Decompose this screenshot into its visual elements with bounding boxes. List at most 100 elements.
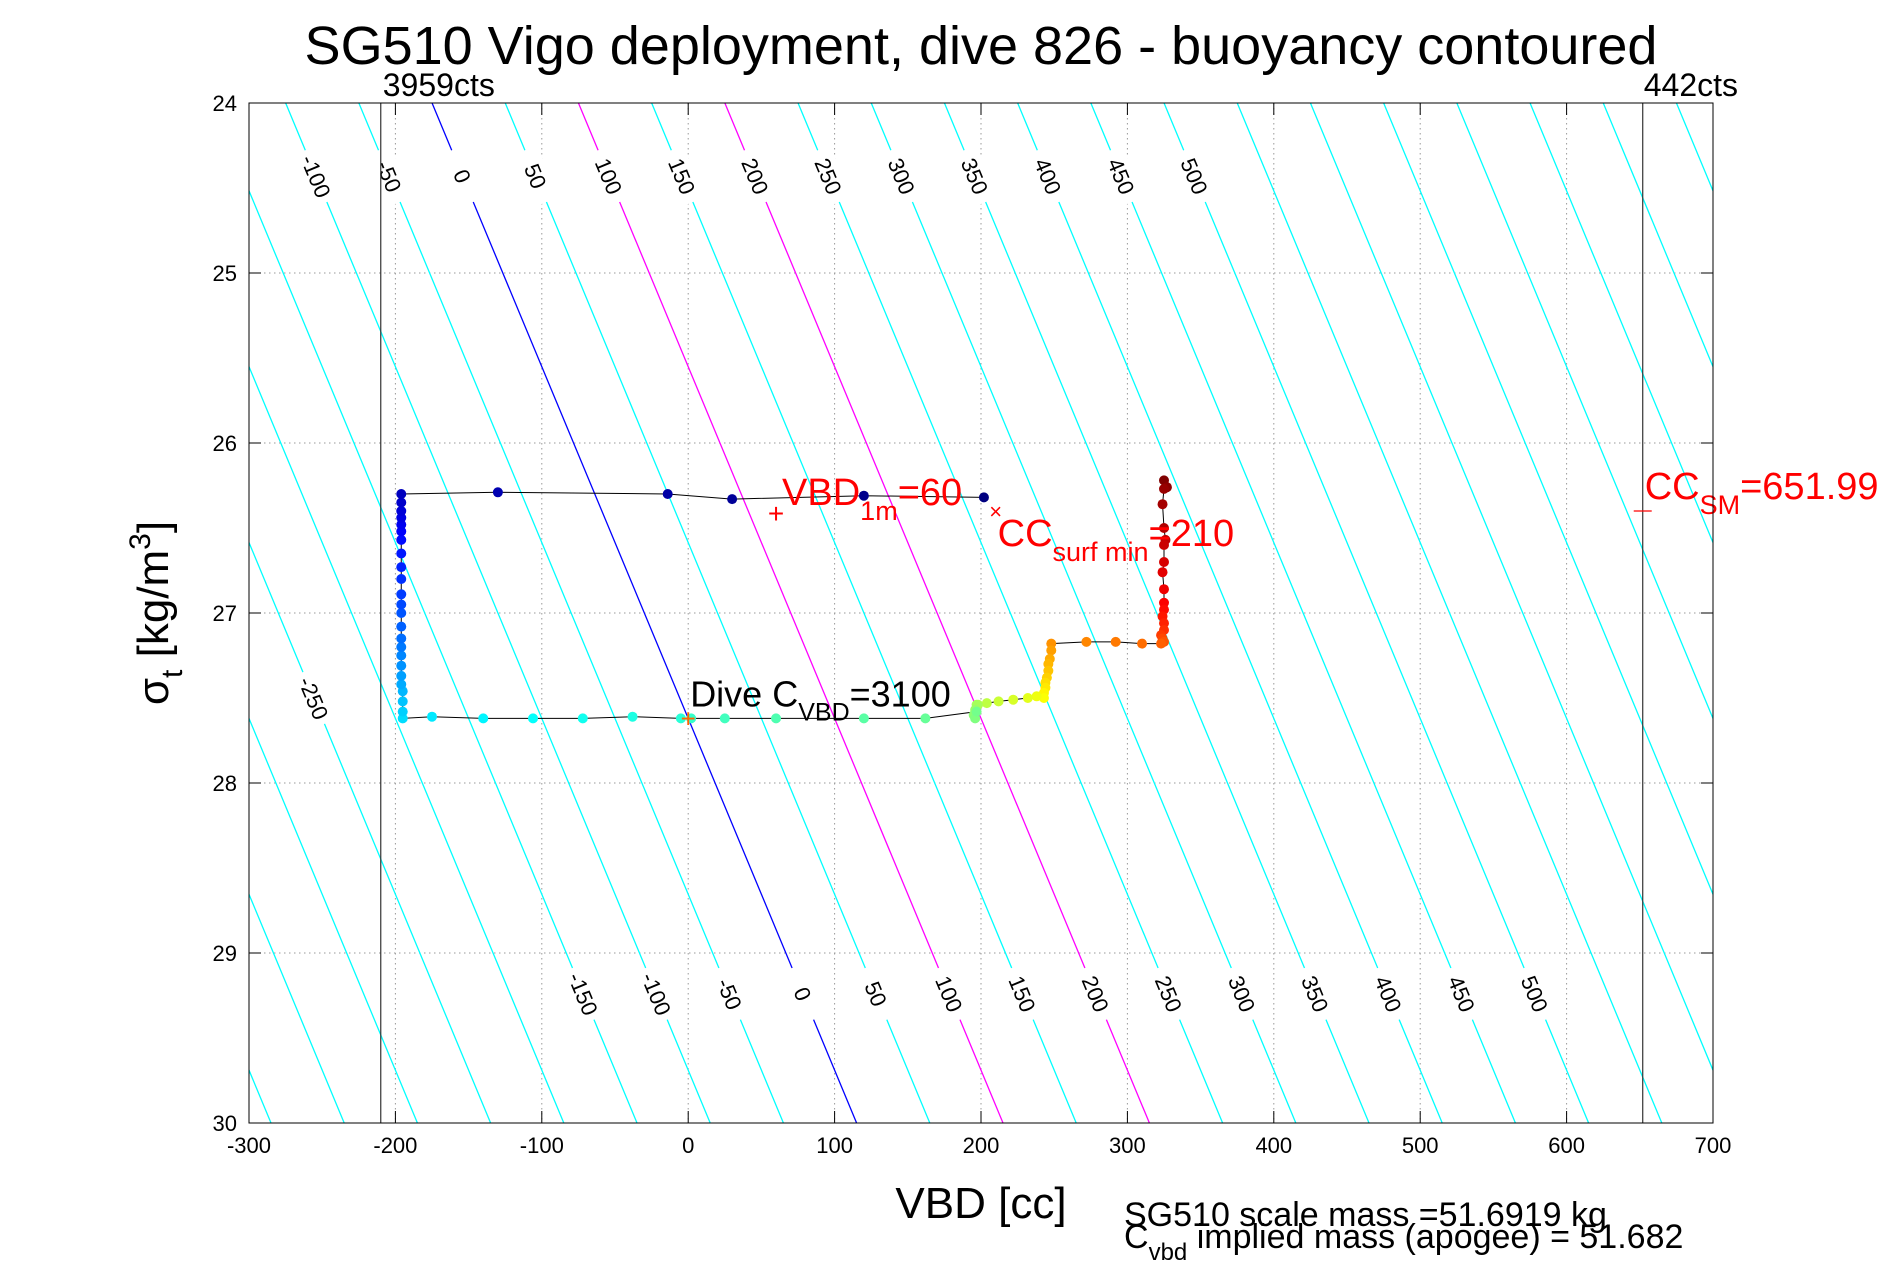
contour-label-bg: [290, 667, 337, 729]
dive-c-annotation-sub: VBD: [798, 698, 849, 726]
contour-label-bg: [1146, 962, 1192, 1025]
dive-point: [686, 713, 697, 724]
contour-label-bg: [659, 145, 705, 207]
contour-line: [1017, 103, 1443, 1123]
contour-label-bg: [952, 145, 998, 207]
dive-point: [1046, 645, 1057, 656]
x-tick-label: 0: [682, 1133, 694, 1158]
dive-point: [1159, 523, 1169, 533]
dive-point: [396, 621, 407, 632]
contour-line: [249, 540, 492, 1123]
contour-line: [1236, 103, 1663, 1123]
contour-line: [797, 103, 1224, 1123]
contour-line: [1309, 103, 1713, 1072]
contour-line: [1090, 103, 1517, 1123]
contour-label-bg: [1219, 962, 1265, 1025]
dive-point: [981, 698, 992, 709]
annotations: +VBD1m=60 ×CCsurf min=210CCSM=651.99+Dive…: [681, 466, 1879, 733]
y-tick-label: 27: [213, 601, 237, 626]
contour-label-bg: [512, 145, 559, 207]
contour-label: -250: [290, 667, 337, 729]
dive-point: [528, 713, 539, 724]
vbd-limit-lines: 3959cts 442cts: [380, 67, 1738, 1123]
contour-line: [285, 103, 711, 1123]
dive-point: [627, 711, 638, 722]
x-tick-label: 400: [1255, 1133, 1292, 1158]
y-axis-label: σt [kg/m3]: [124, 521, 189, 705]
contour-line: [249, 189, 638, 1123]
dive-point: [1008, 694, 1019, 705]
x-tick-label: -100: [520, 1133, 564, 1158]
contour-label: 50: [853, 962, 899, 1025]
dive-point: [1156, 638, 1167, 649]
dive-point: [396, 608, 407, 618]
implied-mass-post: implied mass (apogee) = 51.682: [1187, 1218, 1683, 1256]
y-label-base: σ: [129, 678, 178, 705]
dive-point: [396, 650, 407, 661]
x-tick-label: 500: [1402, 1133, 1439, 1158]
dive-point: [396, 642, 407, 652]
axis-ticks: -300 -200 -100 0 100 200 300 400 500 600 700242526…: [213, 91, 1732, 1158]
y-label-sup: 3: [124, 533, 157, 550]
y-label-rest: [kg/m: [129, 550, 178, 670]
dive-point: [396, 489, 407, 499]
dive-point: [1159, 540, 1169, 550]
contour-line: [1529, 103, 1713, 545]
contour-label-bg: [1438, 962, 1485, 1025]
contour-label-bg: [999, 962, 1046, 1025]
x-axis-label: VBD [cc]: [895, 1179, 1066, 1228]
contour-label-bg: [366, 145, 413, 207]
dive-point: [993, 696, 1004, 707]
contour-label: 250: [1146, 962, 1192, 1025]
limit-label: 3959cts: [383, 67, 495, 103]
dive-point: [396, 506, 407, 516]
y-tick-label: 30: [213, 1111, 237, 1136]
dive-point: [727, 494, 738, 505]
buoyancy-contours: [249, 103, 1713, 1123]
dive-points: [396, 475, 1172, 724]
dive-point: [1157, 567, 1168, 578]
contour-label-bg: [1512, 962, 1558, 1025]
y-label-close: ]: [129, 521, 178, 533]
dive-c-marker: +: [681, 703, 696, 733]
dive-point: [396, 497, 407, 508]
dive-point: [492, 487, 503, 498]
dive-c-annotation-value: =3100: [850, 673, 951, 714]
contour-label-bg: [1365, 962, 1412, 1025]
dive-point: [396, 660, 407, 671]
y-tick-label: 25: [213, 261, 237, 286]
contour-line: [358, 103, 785, 1123]
y-tick-label: 29: [213, 941, 237, 966]
dive-point: [1159, 584, 1169, 595]
y-tick-label: 24: [213, 91, 237, 116]
contour-label-bg: [1292, 962, 1338, 1025]
x-tick-label: 700: [1695, 1133, 1732, 1158]
contour-label-bg: [878, 145, 925, 207]
contour-line: [870, 103, 1297, 1123]
y-label-sub: t: [156, 669, 189, 678]
dive-point: [396, 562, 407, 573]
dive-point: [397, 706, 408, 717]
dive-point: [971, 706, 982, 717]
dive-point: [396, 679, 407, 690]
contour-label-bg: [706, 962, 753, 1025]
cc-surf-min-annotation-value: =210: [1149, 513, 1235, 555]
dive-point: [1137, 638, 1148, 649]
contour-label-bg: [780, 962, 826, 1025]
vbd1m-annotation-value: =60: [898, 472, 962, 514]
dive-c-annotation: Dive CVBD=3100: [690, 673, 951, 726]
dive-point: [719, 713, 730, 724]
dive-point: [920, 713, 931, 724]
implied-mass-pre: C: [1124, 1218, 1149, 1256]
cc-surf-min-annotation-sub: surf min: [1053, 537, 1149, 567]
dive-point: [397, 696, 408, 707]
contour-line: [431, 103, 858, 1123]
dive-point: [577, 713, 588, 724]
dive-point: [1031, 691, 1042, 702]
x-tick-label: -300: [227, 1133, 271, 1158]
contour-label-bg: [926, 962, 972, 1025]
dive-point: [978, 492, 989, 503]
contour-label-bg: [1072, 962, 1119, 1025]
contour-label-bg: [586, 145, 632, 207]
